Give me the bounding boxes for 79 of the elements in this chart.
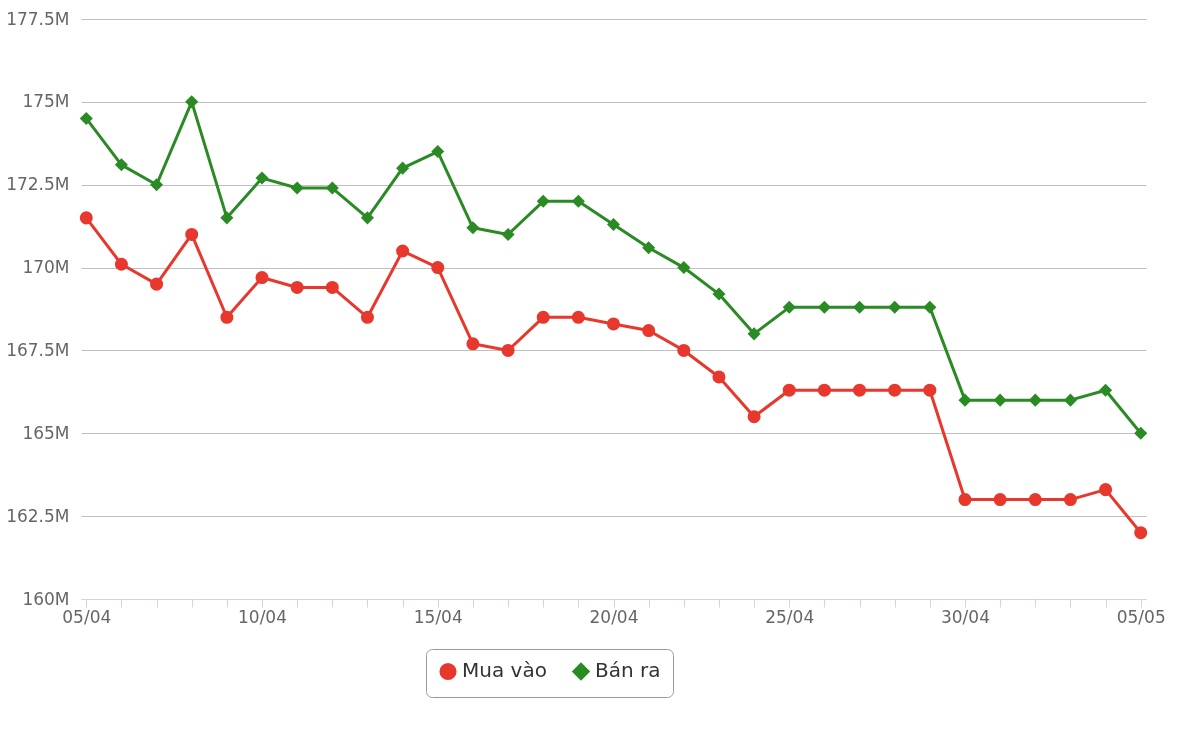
point <box>1028 493 1042 507</box>
y-tick-label: 170M <box>22 257 70 278</box>
x-tick-label: 30/04 <box>940 606 990 627</box>
point <box>747 410 761 424</box>
point <box>290 181 304 195</box>
point <box>1099 483 1113 497</box>
point <box>923 300 937 314</box>
point <box>79 211 93 225</box>
point <box>958 393 972 407</box>
point <box>606 317 621 331</box>
point <box>782 300 796 314</box>
legend-label: Mua vào <box>462 658 547 683</box>
point <box>677 261 691 275</box>
point <box>571 310 585 324</box>
point <box>255 271 269 285</box>
point <box>853 300 867 314</box>
point <box>1099 383 1113 397</box>
point <box>1134 526 1148 540</box>
point <box>220 211 234 225</box>
x-tick-label: 05/04 <box>62 606 112 627</box>
point <box>396 244 410 258</box>
point <box>747 327 761 341</box>
point <box>466 221 480 235</box>
y-tick-label: 177.5M <box>6 8 70 29</box>
x-tick-label: 25/04 <box>765 606 815 627</box>
point <box>1134 426 1148 440</box>
point <box>782 383 796 397</box>
x-tick-label: 20/04 <box>589 606 639 627</box>
point <box>150 277 164 291</box>
point <box>431 261 445 275</box>
point <box>536 194 550 208</box>
y-tick-label: 160M <box>22 588 70 609</box>
point <box>150 178 164 192</box>
point <box>677 343 691 357</box>
point <box>1063 393 1077 407</box>
point <box>993 393 1007 407</box>
point <box>360 211 374 225</box>
x-tick-label: 10/04 <box>238 606 288 627</box>
point <box>114 158 128 172</box>
point <box>360 310 374 324</box>
y-tick-label: 162.5M <box>6 505 70 526</box>
point <box>923 383 937 397</box>
point <box>431 145 445 159</box>
point <box>888 300 902 314</box>
point <box>536 310 550 324</box>
point <box>853 383 867 397</box>
point <box>958 493 972 507</box>
point <box>466 337 480 351</box>
y-tick-label: 172.5M <box>6 174 70 195</box>
point <box>325 181 339 195</box>
point <box>712 287 726 301</box>
legend-label: Bán ra <box>595 658 661 683</box>
x-tick-label: 15/04 <box>413 606 463 627</box>
point <box>817 383 831 397</box>
point <box>290 280 304 294</box>
point <box>571 194 585 208</box>
point <box>325 280 339 294</box>
point <box>185 95 199 109</box>
point <box>114 257 128 271</box>
x-tick-label: 05/05 <box>1116 606 1166 627</box>
point <box>79 111 93 125</box>
point <box>185 227 199 241</box>
y-tick-label: 167.5M <box>6 339 70 360</box>
point <box>220 310 234 324</box>
point <box>606 217 621 231</box>
point <box>642 241 656 255</box>
point <box>888 383 902 397</box>
y-tick-label: 165M <box>22 422 70 443</box>
point <box>642 324 656 338</box>
point <box>255 171 269 185</box>
point <box>396 161 410 175</box>
point <box>712 370 726 384</box>
point <box>817 300 831 314</box>
point <box>501 343 515 357</box>
point <box>1028 393 1042 407</box>
y-tick-label: 175M <box>22 91 70 112</box>
point <box>1063 493 1077 507</box>
point <box>501 227 515 241</box>
point <box>993 493 1007 507</box>
